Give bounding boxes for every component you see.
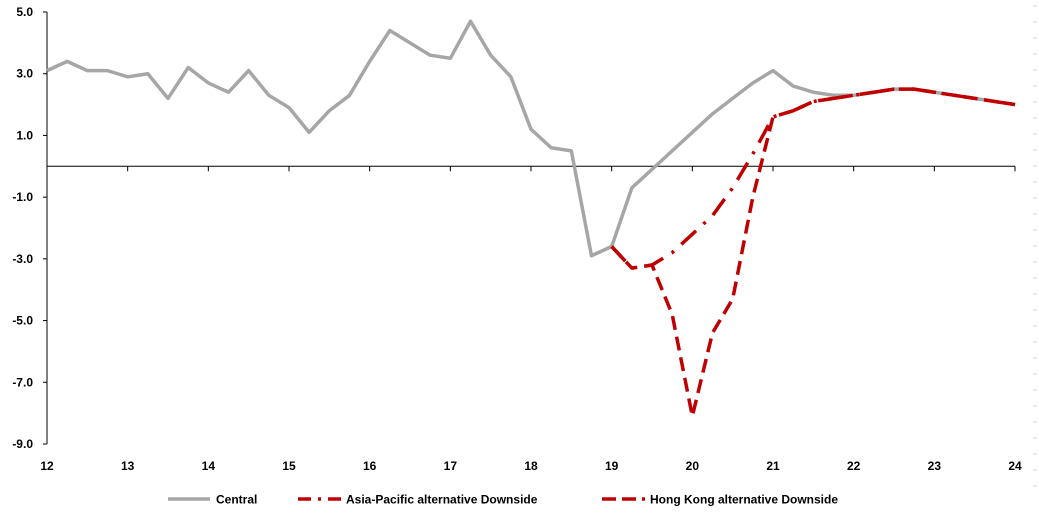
legend-label: Hong Kong alternative Downside: [650, 493, 838, 507]
series-lines: [46, 19, 1016, 418]
x-tick-label: 13: [121, 459, 135, 473]
y-tick-label: -3.0: [12, 252, 33, 266]
y-axis-ticks: 5.0 3.0 1.0 -1.0 -3.0 -5.0 -7.0 -9.0: [12, 5, 47, 451]
x-tick-label: 15: [282, 459, 296, 473]
x-tick-label: 24: [1008, 459, 1022, 473]
y-tick-label: -5.0: [12, 314, 33, 328]
x-tick-label: 14: [202, 459, 216, 473]
x-tick-label: 21: [766, 459, 780, 473]
x-axis-ticks: 12 13 14 15 16 17 18 19 20 21 22 23 24: [40, 166, 1022, 473]
chart-axes: [46, 12, 1015, 444]
y-tick-label: 3.0: [16, 67, 33, 81]
legend-label: Asia-Pacific alternative Downside: [346, 493, 538, 507]
y-tick-label: -9.0: [12, 437, 33, 451]
chart-legend: Central Asia-Pacific alternative Downside…: [168, 493, 838, 507]
x-tick-label: 22: [847, 459, 861, 473]
legend-label: Central: [216, 493, 257, 507]
x-tick-label: 12: [40, 459, 54, 473]
x-tick-label: 19: [605, 459, 619, 473]
series-line-asia-pacific-alternative-downside: [610, 87, 1016, 270]
x-tick-label: 18: [524, 459, 538, 473]
x-tick-label: 16: [363, 459, 377, 473]
x-tick-label: 23: [928, 459, 942, 473]
series-line-central: [46, 19, 1016, 258]
y-tick-label: -1.0: [12, 190, 33, 204]
y-tick-label: 1.0: [16, 128, 33, 142]
y-tick-label: -7.0: [12, 375, 33, 389]
x-tick-label: 17: [444, 459, 458, 473]
series-line-hong-kong-alternative-downside: [610, 87, 1016, 418]
x-tick-label: 20: [686, 459, 700, 473]
right-edge-tick-marks: [1033, 5, 1037, 487]
y-tick-label: 5.0: [16, 5, 33, 19]
